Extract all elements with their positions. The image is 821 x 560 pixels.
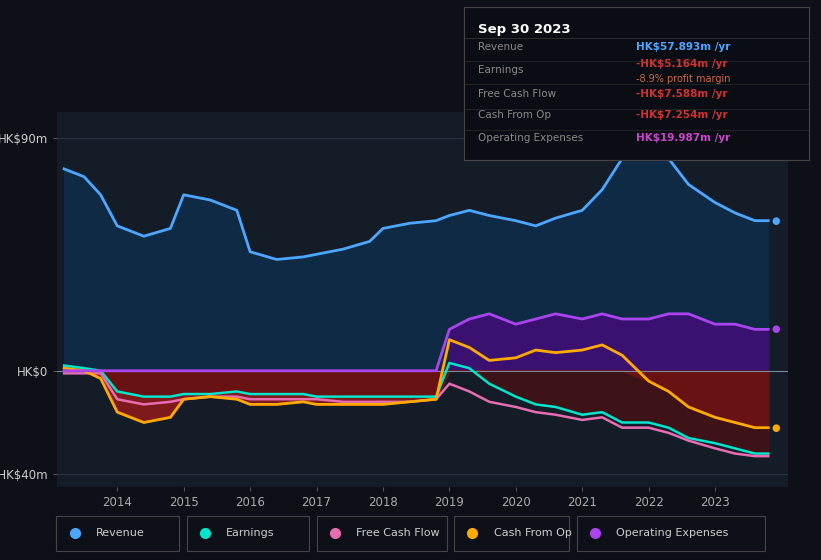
Text: -HK$5.164m /yr: -HK$5.164m /yr (636, 59, 727, 69)
Bar (454, 516, 570, 551)
Text: Revenue: Revenue (478, 42, 523, 52)
Text: Cash From Op: Cash From Op (493, 529, 571, 538)
Text: Earnings: Earnings (478, 65, 523, 74)
Text: Free Cash Flow: Free Cash Flow (356, 529, 440, 538)
Text: Free Cash Flow: Free Cash Flow (478, 89, 556, 99)
Text: Cash From Op: Cash From Op (478, 110, 551, 120)
Text: Operating Expenses: Operating Expenses (617, 529, 729, 538)
Text: HK$19.987m /yr: HK$19.987m /yr (636, 133, 731, 143)
Text: Revenue: Revenue (96, 529, 145, 538)
Bar (186, 516, 310, 551)
Bar (57, 516, 179, 551)
Bar (317, 516, 447, 551)
Text: ●: ● (771, 423, 779, 433)
Text: Sep 30 2023: Sep 30 2023 (478, 22, 571, 35)
Text: ●: ● (771, 324, 779, 334)
Text: -HK$7.588m /yr: -HK$7.588m /yr (636, 89, 727, 99)
Text: -HK$7.254m /yr: -HK$7.254m /yr (636, 110, 728, 120)
Text: ●: ● (771, 216, 779, 226)
Bar (576, 516, 764, 551)
Text: HK$57.893m /yr: HK$57.893m /yr (636, 42, 731, 52)
Text: -8.9% profit margin: -8.9% profit margin (636, 74, 731, 84)
Text: Operating Expenses: Operating Expenses (478, 133, 583, 143)
Text: Earnings: Earnings (227, 529, 275, 538)
